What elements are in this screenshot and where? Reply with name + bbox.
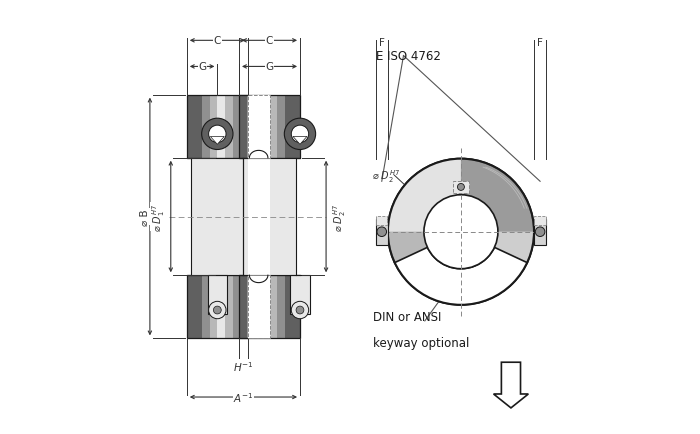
Circle shape (388, 159, 534, 305)
Polygon shape (187, 276, 195, 339)
Circle shape (457, 184, 464, 191)
Circle shape (202, 119, 233, 150)
Text: ⌀ B: ⌀ B (140, 209, 150, 225)
Polygon shape (270, 95, 277, 158)
Text: keyway optional: keyway optional (372, 336, 469, 349)
Polygon shape (202, 95, 210, 158)
Polygon shape (195, 95, 202, 158)
Polygon shape (232, 276, 240, 339)
Polygon shape (246, 95, 254, 158)
Text: G: G (198, 62, 206, 72)
Text: G: G (265, 62, 274, 72)
Circle shape (536, 227, 545, 237)
Polygon shape (217, 276, 225, 339)
Text: $H^{-1}$: $H^{-1}$ (233, 360, 253, 374)
Polygon shape (187, 95, 248, 158)
Polygon shape (240, 276, 248, 339)
Wedge shape (461, 232, 534, 305)
Polygon shape (494, 362, 528, 408)
Polygon shape (187, 95, 195, 158)
Polygon shape (534, 219, 546, 245)
Text: ⌀ $D_1^{H7}$: ⌀ $D_1^{H7}$ (150, 203, 167, 231)
Polygon shape (232, 95, 240, 158)
Polygon shape (277, 95, 285, 158)
Circle shape (209, 302, 226, 319)
Wedge shape (461, 159, 534, 232)
Polygon shape (293, 276, 300, 339)
Polygon shape (395, 248, 527, 305)
Wedge shape (388, 159, 461, 232)
Polygon shape (534, 216, 546, 226)
Circle shape (284, 119, 316, 150)
Polygon shape (290, 276, 309, 315)
Text: F: F (379, 39, 385, 48)
Text: ⌀ $D_2^{H7}$: ⌀ $D_2^{H7}$ (330, 203, 347, 231)
Polygon shape (202, 276, 210, 339)
Polygon shape (248, 276, 270, 339)
Polygon shape (195, 276, 202, 339)
Polygon shape (254, 276, 262, 339)
Polygon shape (191, 158, 244, 276)
Polygon shape (376, 219, 388, 245)
Polygon shape (248, 95, 270, 339)
Polygon shape (239, 95, 300, 158)
Circle shape (214, 306, 221, 314)
Polygon shape (453, 182, 469, 193)
Polygon shape (285, 276, 293, 339)
Polygon shape (225, 276, 232, 339)
Circle shape (291, 302, 309, 319)
Text: C: C (266, 36, 273, 46)
Polygon shape (239, 276, 246, 339)
Polygon shape (239, 95, 246, 158)
Polygon shape (244, 158, 295, 276)
Polygon shape (210, 276, 217, 339)
Polygon shape (293, 95, 300, 158)
Polygon shape (248, 95, 270, 158)
Polygon shape (262, 276, 270, 339)
Text: C: C (214, 36, 221, 46)
Circle shape (424, 195, 498, 269)
Polygon shape (211, 137, 224, 145)
Circle shape (296, 306, 304, 314)
Polygon shape (217, 95, 225, 158)
Text: DIN or ANSI: DIN or ANSI (372, 310, 441, 323)
Circle shape (209, 126, 226, 143)
Polygon shape (239, 276, 300, 339)
Polygon shape (262, 95, 270, 158)
Text: F: F (537, 39, 543, 48)
Polygon shape (285, 95, 293, 158)
Polygon shape (376, 216, 387, 226)
Polygon shape (254, 95, 262, 158)
Circle shape (377, 227, 386, 237)
Text: E ISO 4762: E ISO 4762 (376, 50, 441, 63)
Wedge shape (388, 232, 461, 305)
Polygon shape (208, 276, 227, 315)
Polygon shape (240, 95, 248, 158)
Polygon shape (225, 95, 232, 158)
Polygon shape (277, 276, 285, 339)
Polygon shape (246, 276, 254, 339)
Polygon shape (293, 137, 307, 145)
Polygon shape (187, 276, 248, 339)
Text: $A^{-1}$: $A^{-1}$ (233, 390, 253, 404)
Polygon shape (210, 95, 217, 158)
Circle shape (291, 126, 309, 143)
Polygon shape (270, 276, 277, 339)
Text: ⌀ $D_2^{H7}$: ⌀ $D_2^{H7}$ (372, 168, 400, 184)
